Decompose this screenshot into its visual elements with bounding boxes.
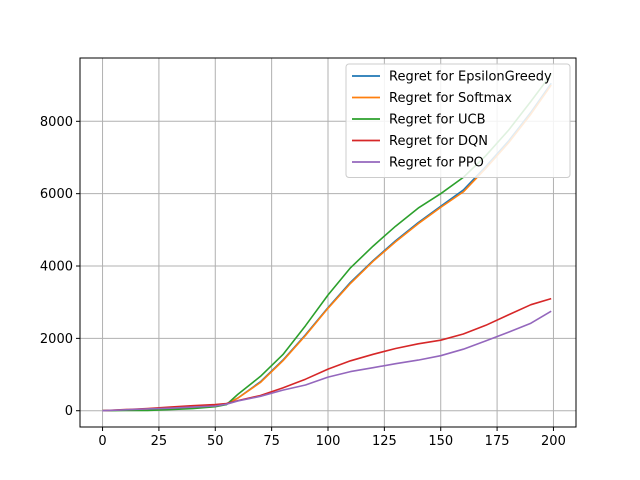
x-tick-label: 25 [151,434,168,449]
y-tick-label: 4000 [40,260,73,275]
legend-label: Regret for EpsilonGreedy [389,70,552,85]
legend-box [345,63,571,178]
legend: Regret for EpsilonGreedy Regret for Softm… [345,63,571,178]
x-tick-label: 50 [207,434,224,449]
y-tick-label: 8000 [40,115,73,130]
x-tick-label: 0 [98,434,106,449]
x-tick-label: 175 [485,434,510,449]
x-tick-label: 200 [541,434,566,449]
y-tick-label: 2000 [40,332,73,347]
legend-label: Regret for PPO [389,156,484,171]
x-tick-label: 125 [372,434,397,449]
series-line-3 [102,297,552,412]
x-tick-label: 150 [428,434,453,449]
y-tick-label: 6000 [40,187,73,202]
x-tick-label: 100 [316,434,341,449]
y-tick-label: 0 [65,404,73,419]
legend-label: Regret for UCB [389,113,486,128]
x-tick-label: 75 [263,434,280,449]
legend-label: Regret for Softmax [389,91,512,106]
legend-label: Regret for DQN [389,134,488,149]
series-line-4 [102,310,552,412]
